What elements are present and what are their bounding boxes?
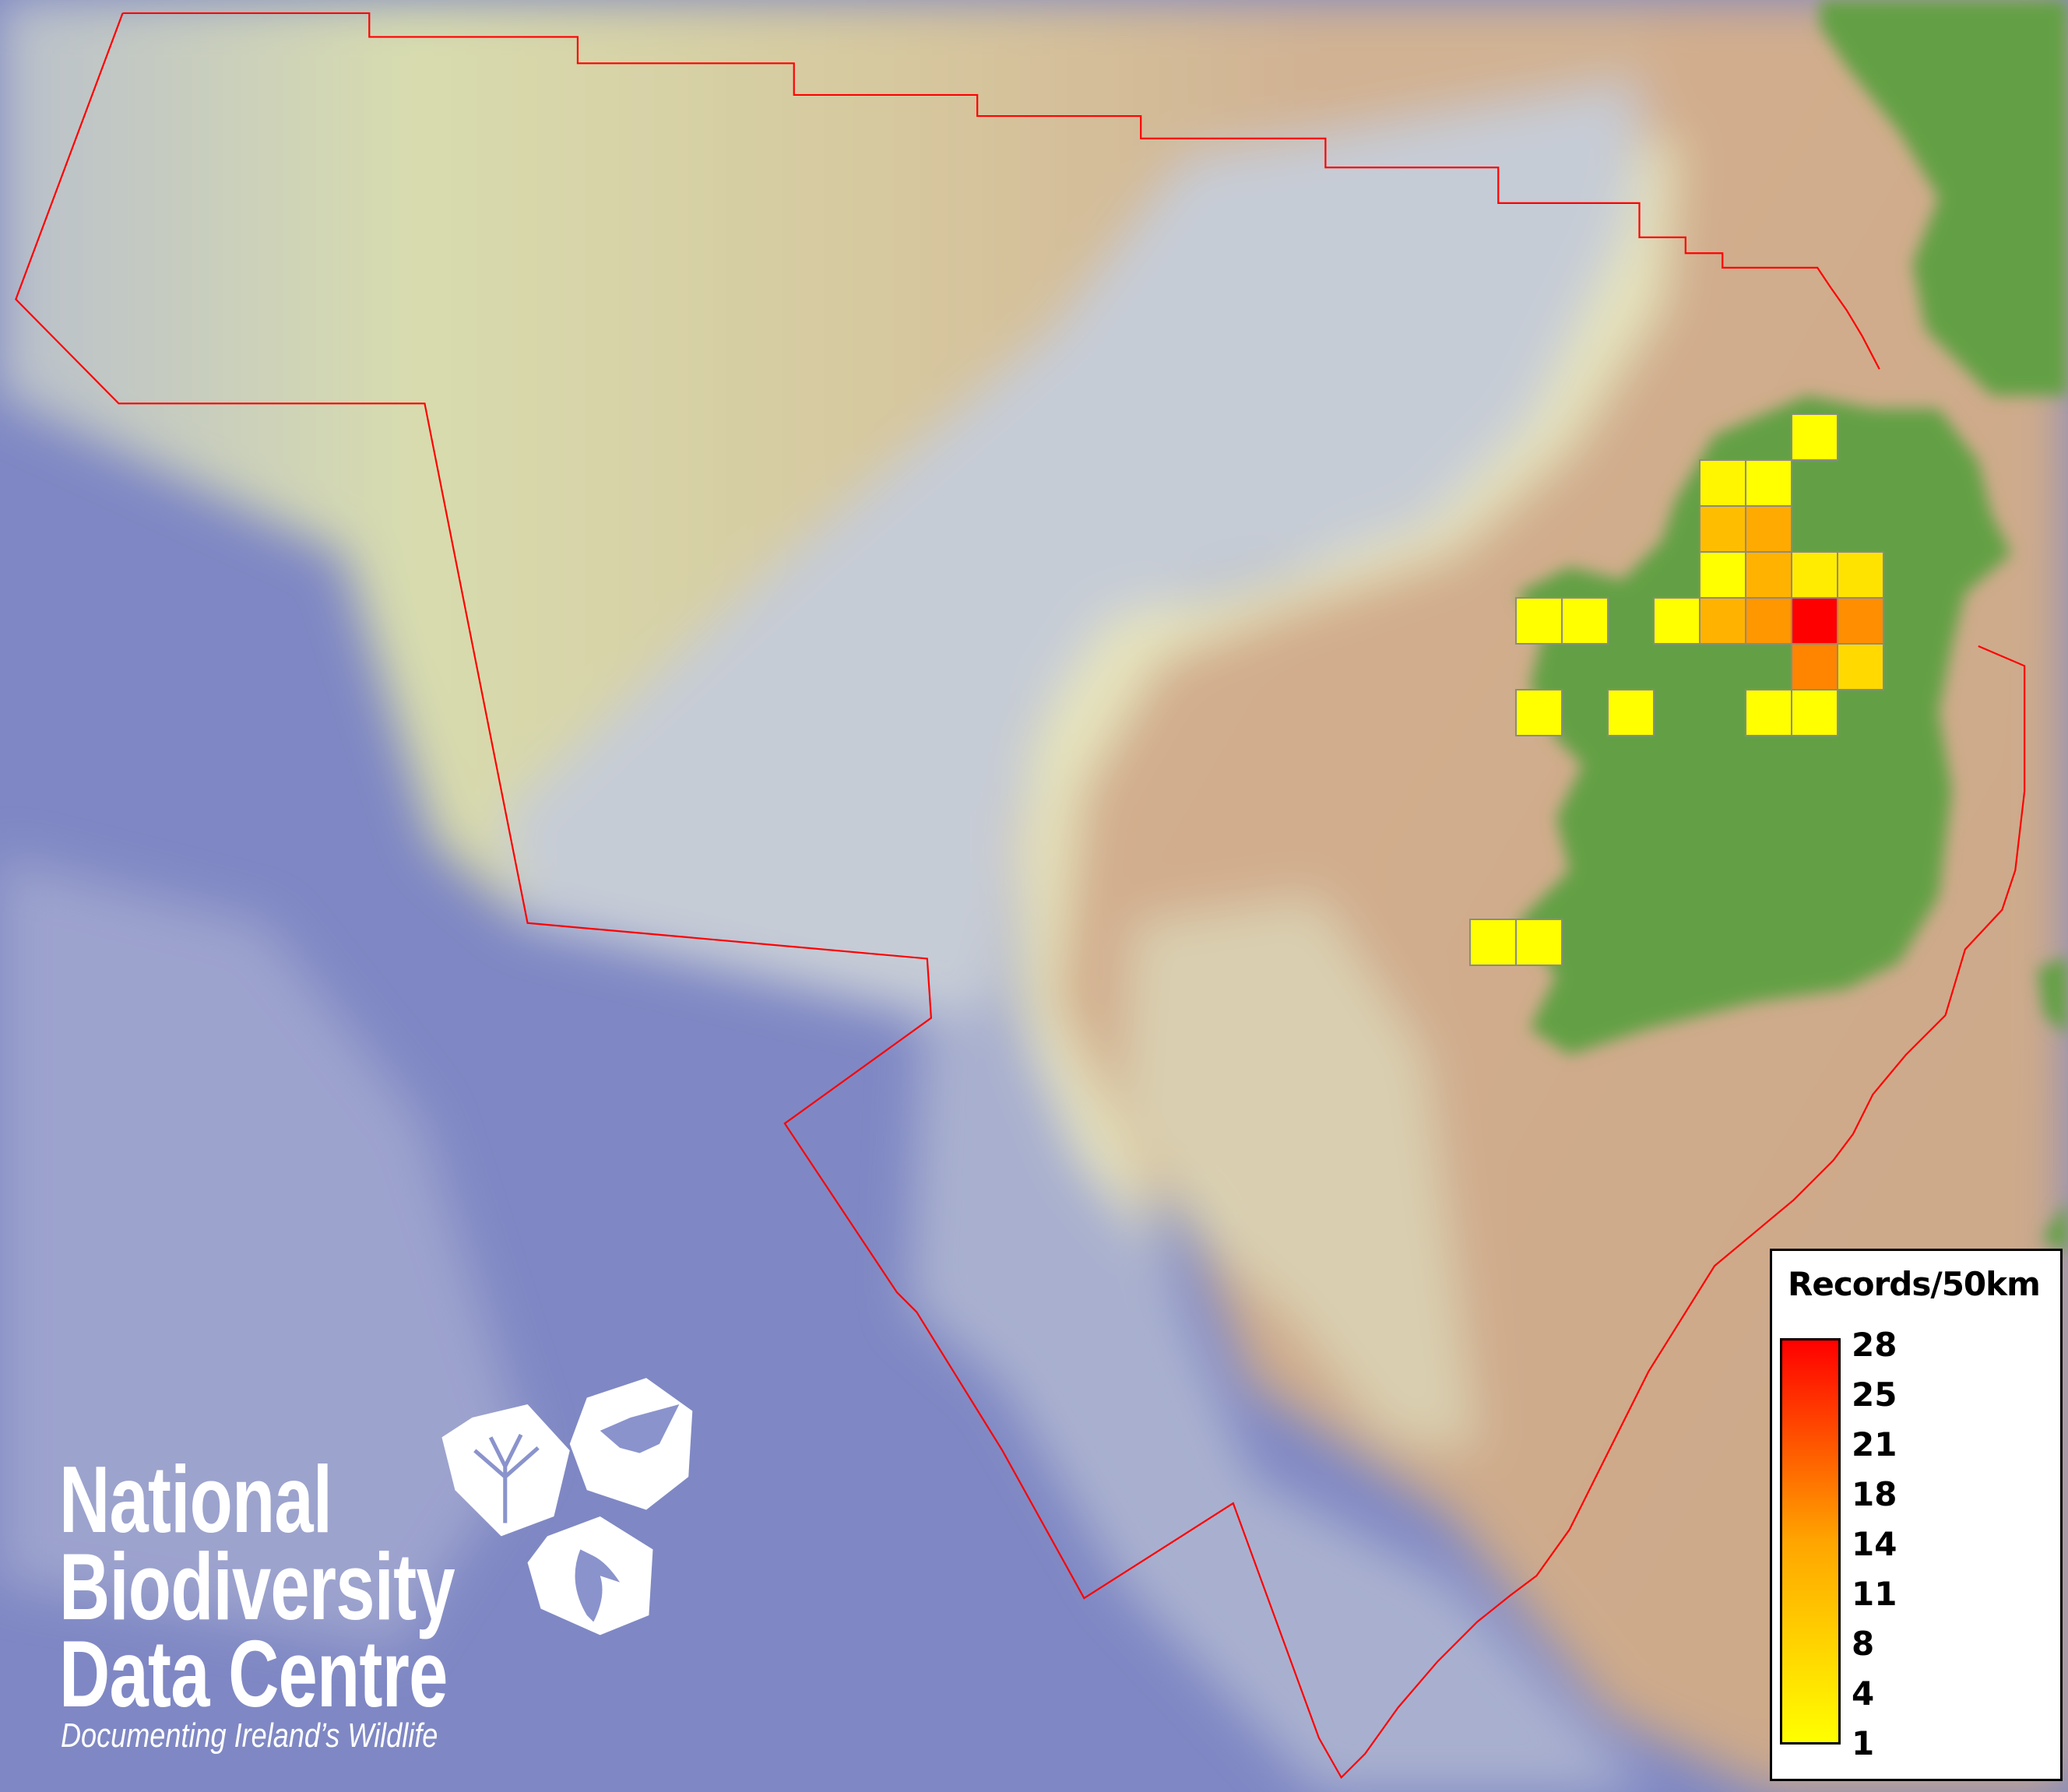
grid-cell	[1745, 505, 1792, 553]
legend-label: 21	[1852, 1425, 1897, 1463]
grid-cell	[1791, 413, 1838, 461]
rockall-trough	[501, 79, 1662, 1016]
northern-shelf	[0, 0, 1649, 923]
legend-label: 1	[1852, 1724, 1875, 1762]
logo-line-national: National	[59, 1446, 332, 1552]
grid-cell	[1469, 919, 1517, 966]
logo-tagline: Documenting Ireland’s Wildlife	[61, 1716, 438, 1755]
grid-cell	[1561, 597, 1609, 645]
ndbc-logo-hexagons	[441, 1378, 693, 1636]
grid-cell	[1653, 597, 1700, 645]
legend-label: 28	[1852, 1326, 1897, 1364]
grid-cell	[1515, 597, 1563, 645]
grid-cell	[1607, 689, 1655, 736]
grid-cell	[1745, 689, 1792, 736]
grid-cell	[1515, 919, 1563, 966]
map-legend: Records/50km 28 25 21 18 14 11 8 4 1	[1770, 1249, 2063, 1781]
shelf-south-light	[1120, 896, 1478, 1451]
eez-boundary-north	[122, 12, 1880, 370]
scotland-landmass	[1820, 0, 2068, 396]
grid-cell	[1699, 551, 1746, 599]
grid-cell	[1699, 597, 1746, 645]
records-grid	[1469, 413, 1884, 966]
legend-label: 14	[1852, 1525, 1897, 1563]
legend-label: 11	[1852, 1575, 1897, 1613]
grid-cell	[1837, 551, 1884, 599]
legend-labels: 28 25 21 18 14 11 8 4 1	[1852, 1326, 1945, 1760]
grid-cell	[1837, 643, 1884, 690]
logo-line-data-centre: Data Centre	[59, 1621, 448, 1727]
grid-cell	[1745, 597, 1792, 645]
abyssal-plain-light	[0, 857, 528, 1649]
legend-label: 18	[1852, 1475, 1897, 1513]
legend-label: 4	[1852, 1674, 1875, 1713]
butterfly-icon	[569, 1378, 693, 1510]
porcupine-area	[909, 1002, 1649, 1792]
grid-cell	[1745, 459, 1792, 507]
grid-cell	[1791, 643, 1838, 690]
cornwall-landmass	[2042, 1200, 2068, 1253]
grid-cell	[1837, 597, 1884, 645]
wales-landmass	[2038, 956, 2068, 1035]
grid-cell	[1699, 505, 1746, 553]
grid-cell	[1699, 459, 1746, 507]
grid-cell	[1791, 551, 1838, 599]
grid-cell	[1791, 689, 1838, 736]
logo-line-biodiversity: Biodiversity	[59, 1534, 455, 1639]
grid-cell	[1515, 689, 1563, 736]
logo-wordmark: National Biodiversity Data Centre	[59, 1446, 455, 1727]
legend-color-bar	[1780, 1338, 1841, 1745]
grid-cell	[1745, 551, 1792, 599]
legend-label: 8	[1852, 1625, 1875, 1663]
legend-label: 25	[1852, 1376, 1897, 1414]
seahorse-icon	[527, 1516, 653, 1636]
eez-boundary-south	[15, 12, 2026, 1780]
tree-icon	[441, 1404, 570, 1537]
grid-cell	[1791, 597, 1838, 645]
legend-title: Records/50km	[1788, 1265, 2041, 1303]
